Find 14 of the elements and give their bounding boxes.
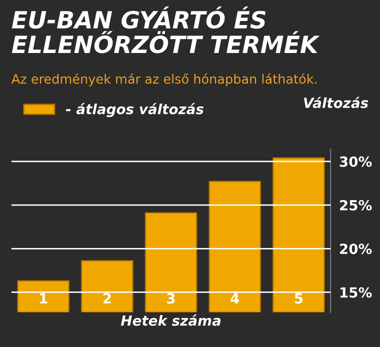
y-tick-label: 30%	[340, 156, 372, 167]
x-tick-label: 1	[40, 293, 48, 304]
x-tick-label: 5	[294, 293, 303, 304]
chart-subtitle: Az eredmények már az első hónapban láthatók.	[12, 73, 316, 86]
y-tick-label: 25%	[340, 200, 372, 210]
x-tick-label: 2	[103, 293, 111, 304]
legend-label: - átlagos változás	[66, 103, 204, 118]
x-tick-label: 3	[167, 293, 175, 304]
x-tick-label: 4	[230, 293, 240, 304]
x-axis-title: Hetek száma	[120, 314, 220, 326]
y-tick-label: 15%	[340, 287, 372, 298]
y-axis-title: Változás	[304, 96, 368, 108]
y-tick-label: 20%	[340, 244, 372, 254]
chart-title: EU-BAN GYÁRTÓ ÉS ELLENŐRZÖTT TERMÉK	[12, 6, 320, 54]
